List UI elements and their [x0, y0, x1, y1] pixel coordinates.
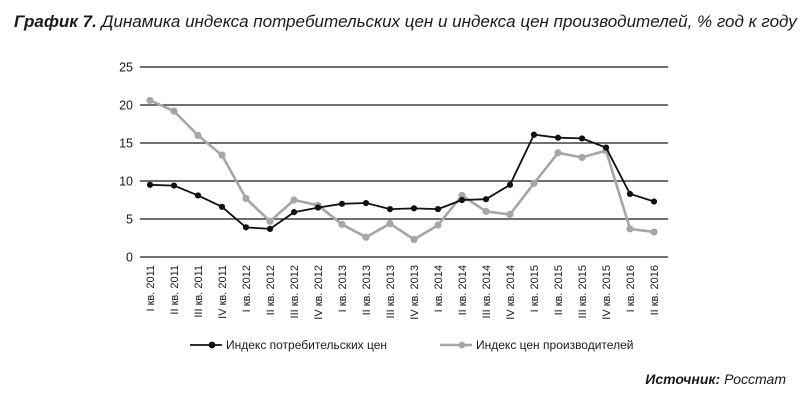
- data-point: [290, 196, 298, 204]
- source-text: Росстат: [724, 371, 786, 387]
- data-point: [194, 131, 202, 139]
- grid-lines: [140, 66, 668, 258]
- data-point: [554, 149, 562, 157]
- x-tick-label: I кв. 2011: [145, 265, 157, 312]
- x-tick-label: I кв. 2012: [241, 265, 253, 312]
- x-tick-label: IV кв. 2012: [313, 265, 325, 320]
- x-tick-label: IV кв. 2014: [505, 265, 517, 320]
- data-point: [554, 134, 562, 141]
- x-tick-label: I кв. 2013: [337, 265, 349, 312]
- x-tick-label: I кв. 2015: [529, 265, 541, 312]
- data-point: [314, 204, 322, 211]
- data-point: [626, 190, 634, 198]
- x-tick-label: III кв. 2014: [481, 265, 493, 318]
- data-point: [362, 233, 370, 241]
- data-point: [650, 228, 658, 236]
- data-point: [266, 217, 274, 225]
- x-tick-label: III кв. 2013: [385, 265, 397, 318]
- x-tick-label: I кв. 2014: [433, 265, 445, 312]
- data-point: [650, 198, 658, 205]
- data-point: [170, 182, 178, 189]
- data-point: [626, 225, 634, 233]
- chart-title-text: Динамика индекса потребительских цен и и…: [101, 12, 797, 31]
- data-point: [362, 199, 370, 207]
- y-tick-label: 25: [119, 61, 133, 75]
- data-point: [482, 207, 490, 215]
- data-point: [506, 181, 514, 188]
- x-tick-label: II кв. 2014: [457, 265, 469, 315]
- data-point: [242, 194, 250, 203]
- data-point: [530, 179, 538, 187]
- chart-title: График 7. Динамика индекса потребительск…: [14, 12, 797, 32]
- x-tick-label: II кв. 2015: [553, 265, 565, 315]
- legend-swatch-marker: [208, 341, 216, 349]
- legend-label: Индекс цен производителей: [476, 338, 633, 352]
- series-0: [146, 131, 658, 232]
- data-point: [434, 221, 442, 229]
- x-tick-label: IV кв. 2015: [601, 265, 613, 320]
- data-point: [242, 224, 250, 231]
- series-layer: [146, 96, 658, 244]
- data-point: [290, 209, 298, 216]
- legend-swatch-marker: [458, 341, 466, 349]
- x-tick-label: I кв. 2016: [625, 265, 637, 312]
- y-tick-label: 5: [126, 213, 133, 227]
- legend-label: Индекс потребительских цен: [226, 338, 387, 352]
- data-point: [338, 200, 346, 207]
- data-point: [146, 181, 154, 188]
- x-tick-label: II кв. 2012: [265, 265, 277, 315]
- y-tick-label: 10: [119, 175, 133, 189]
- data-point: [578, 135, 586, 142]
- data-point: [482, 196, 490, 203]
- series-line: [149, 133, 655, 230]
- data-point: [458, 196, 466, 204]
- source-note: Источник: Росстат: [645, 371, 786, 387]
- data-point: [386, 206, 394, 213]
- x-tick-label: IV кв. 2013: [409, 265, 421, 320]
- x-tick-label: II кв. 2013: [361, 265, 373, 315]
- x-tick-label: II кв. 2011: [169, 265, 181, 315]
- data-point: [338, 220, 346, 228]
- x-tick-label: II кв. 2016: [649, 265, 661, 315]
- data-point: [266, 225, 274, 232]
- data-point: [506, 210, 514, 219]
- source-lead: Источник:: [645, 371, 721, 387]
- data-point: [434, 206, 442, 213]
- data-point: [458, 191, 466, 200]
- y-tick-label: 0: [126, 251, 133, 265]
- data-point: [530, 131, 538, 138]
- series-line: [149, 99, 655, 241]
- data-point: [386, 219, 394, 228]
- data-point: [146, 96, 154, 105]
- data-point: [218, 151, 226, 159]
- data-point: [194, 192, 202, 199]
- data-point: [170, 107, 178, 115]
- data-point: [578, 153, 586, 162]
- x-tick-label: III кв. 2015: [577, 265, 589, 318]
- chart-title-lead: График 7.: [14, 12, 97, 31]
- series-1: [146, 96, 658, 244]
- x-tick-label: IV кв. 2011: [217, 265, 229, 319]
- legend: Индекс потребительских цен Индекс цен про…: [190, 338, 633, 352]
- x-axis-ticks: I кв. 2011 II кв. 2011 III кв. 2011 IV кв. …: [145, 265, 661, 320]
- data-point: [410, 235, 418, 244]
- data-point: [218, 203, 226, 210]
- y-tick-label: 15: [119, 137, 133, 151]
- y-axis-ticks: 0 5 10 15 20 25: [119, 61, 133, 265]
- x-tick-label: III кв. 2011: [193, 265, 205, 318]
- data-point: [602, 144, 610, 151]
- y-tick-label: 20: [119, 99, 133, 113]
- data-point: [410, 205, 418, 212]
- x-tick-label: III кв. 2012: [289, 265, 301, 318]
